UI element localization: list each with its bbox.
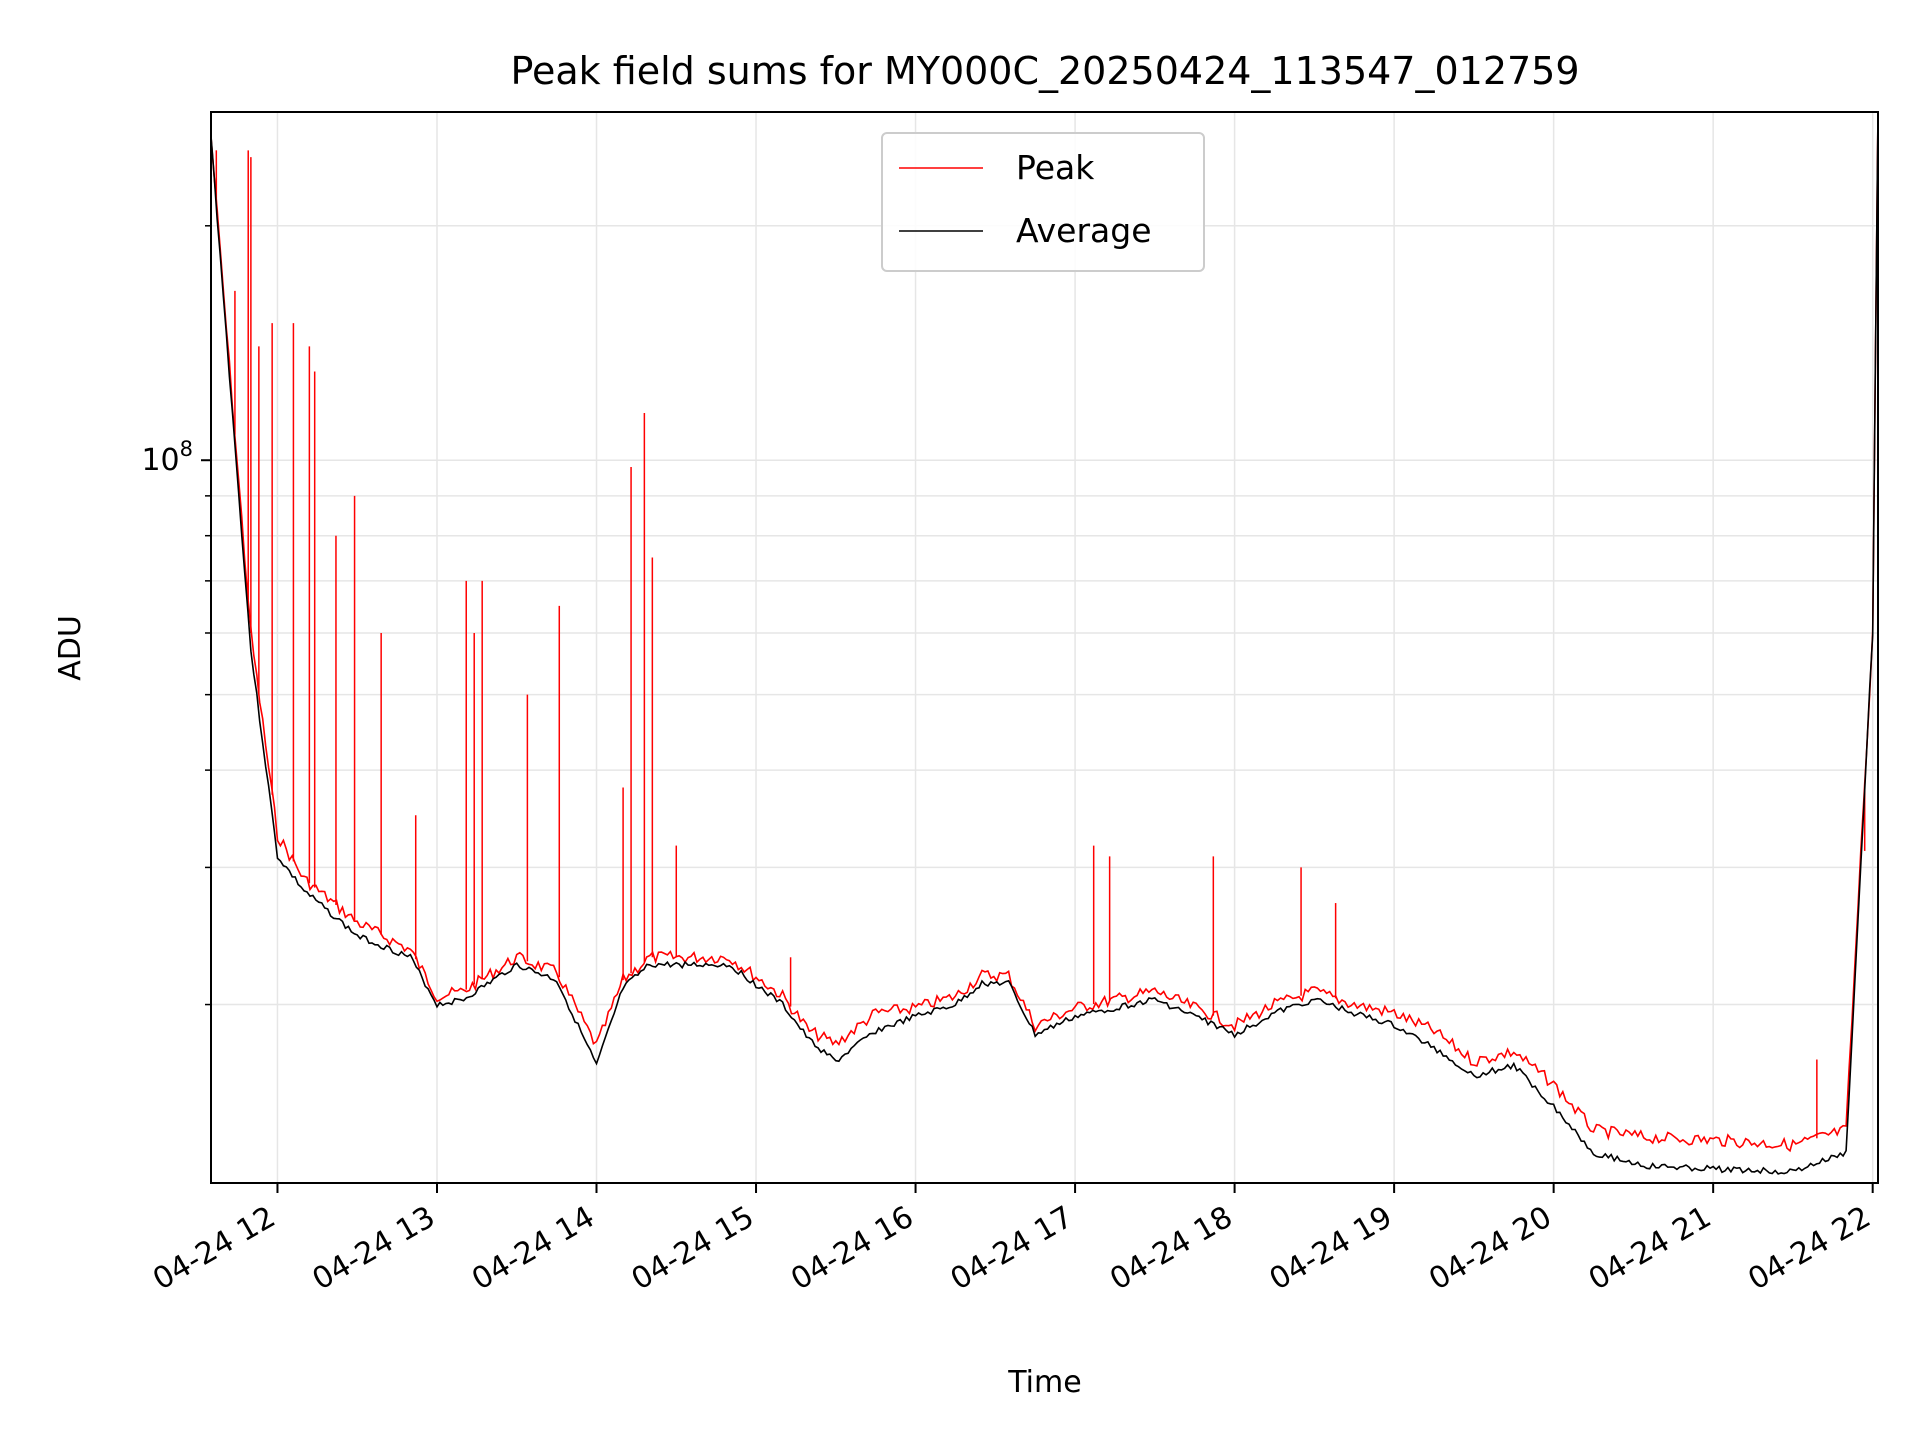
y-axis-label: ADU — [53, 615, 88, 681]
legend-peak-label: Peak — [1016, 148, 1095, 187]
legend-average-label: Average — [1016, 211, 1152, 250]
y-tick-label: 108 — [141, 437, 193, 478]
plot-area — [210, 111, 1879, 1175]
series-peak-line — [210, 111, 1879, 1153]
series-average-line — [210, 111, 1879, 1175]
x-axis-label: Time — [1007, 1365, 1081, 1400]
chart-title: Peak field sums for MY000C_20250424_1135… — [510, 49, 1579, 93]
axes-frame — [210, 111, 1879, 1184]
legend: Peak Average — [881, 132, 1205, 272]
